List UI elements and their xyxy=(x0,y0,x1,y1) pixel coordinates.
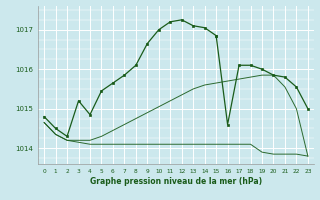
X-axis label: Graphe pression niveau de la mer (hPa): Graphe pression niveau de la mer (hPa) xyxy=(90,177,262,186)
